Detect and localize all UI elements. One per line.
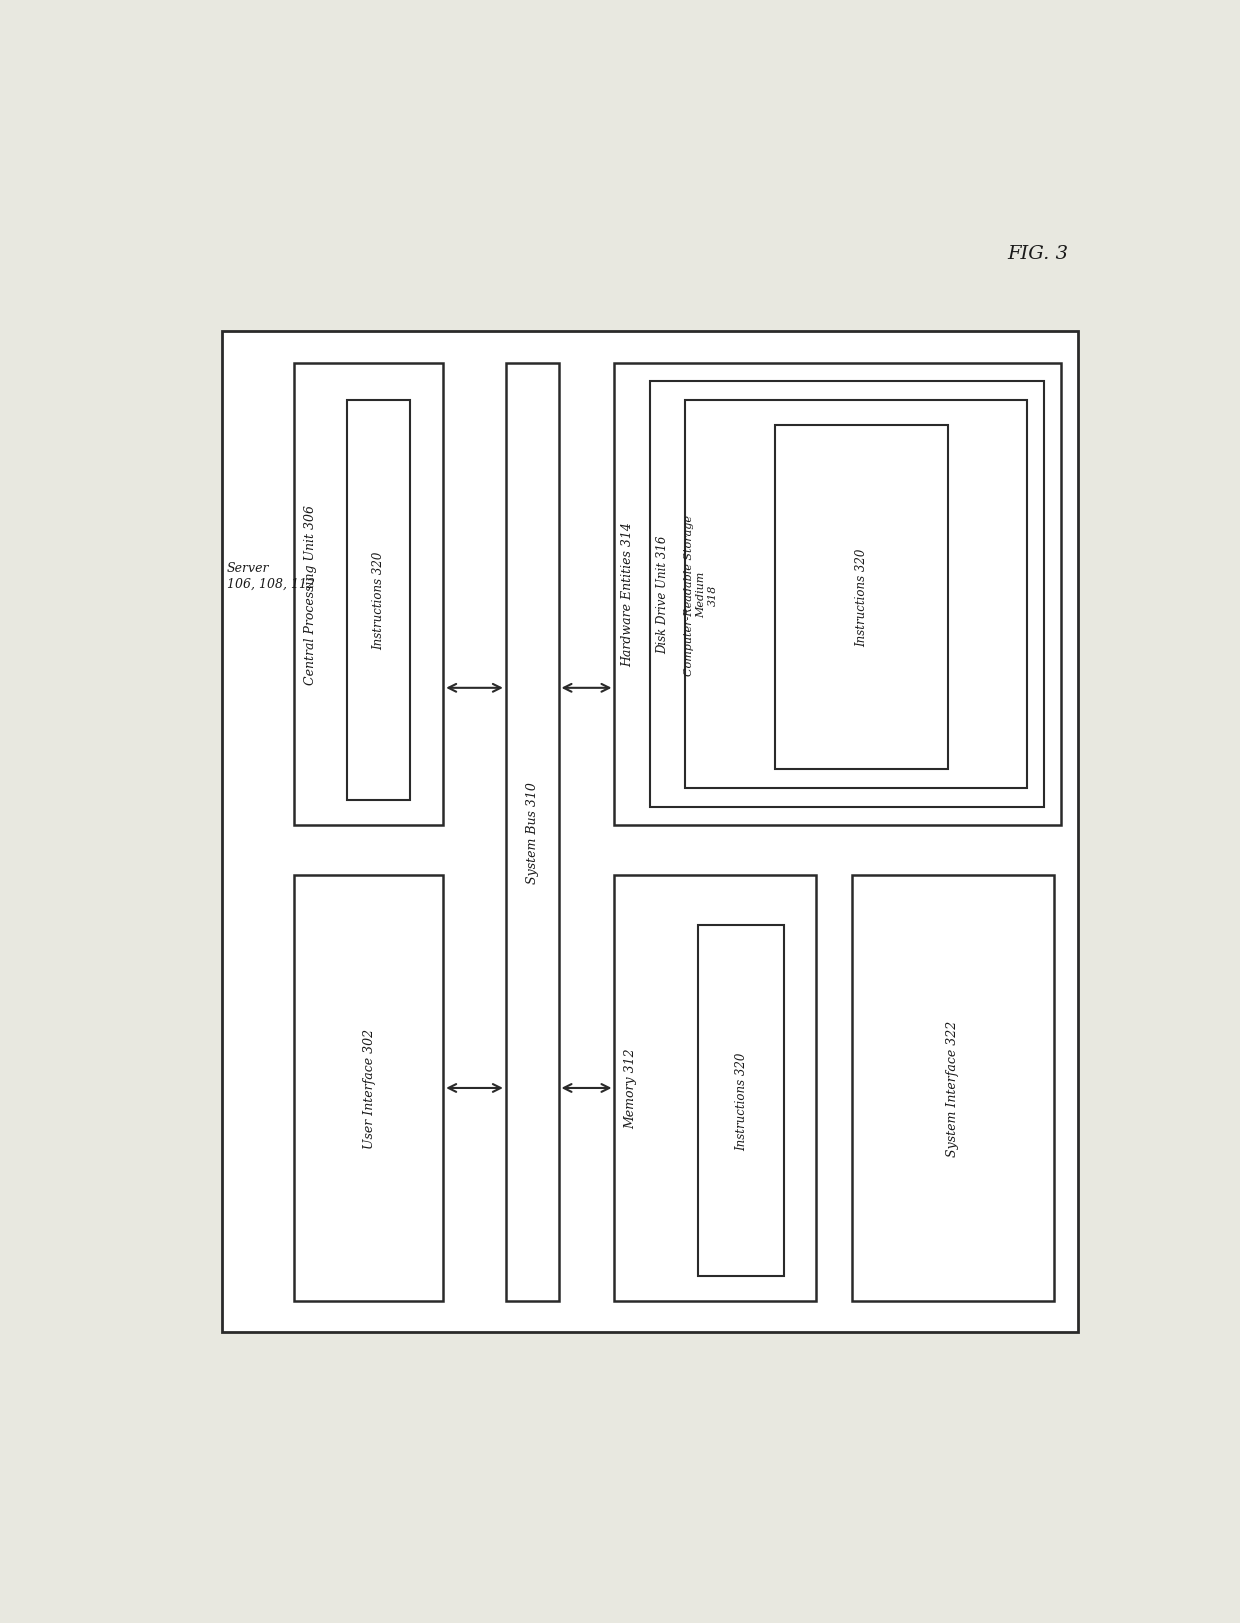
Bar — [506, 364, 558, 1300]
Text: Memory 312: Memory 312 — [624, 1048, 637, 1128]
Text: Instructions 320: Instructions 320 — [735, 1052, 748, 1151]
Bar — [686, 401, 1027, 789]
Bar — [294, 876, 444, 1300]
Text: Central Processing Unit 306: Central Processing Unit 306 — [304, 505, 317, 685]
Bar — [294, 364, 444, 826]
Bar — [614, 876, 816, 1300]
Text: Disk Drive Unit 316: Disk Drive Unit 316 — [656, 536, 668, 654]
Bar — [614, 364, 1061, 826]
Text: Computer-Readable Storage
Medium
318: Computer-Readable Storage Medium 318 — [684, 514, 718, 675]
Text: FIG. 3: FIG. 3 — [1007, 245, 1068, 263]
Bar — [347, 401, 409, 800]
Text: System Interface 322: System Interface 322 — [946, 1021, 959, 1156]
Text: Instructions 320: Instructions 320 — [854, 549, 868, 646]
Bar — [222, 333, 1078, 1332]
Bar — [852, 876, 1054, 1300]
Bar — [650, 381, 1044, 807]
Bar — [775, 425, 947, 769]
Text: Hardware Entities 314: Hardware Entities 314 — [621, 523, 635, 667]
Text: Instructions 320: Instructions 320 — [372, 552, 386, 651]
Text: Server
106, 108, 112: Server 106, 108, 112 — [227, 562, 315, 589]
Bar — [698, 925, 785, 1276]
Text: User Interface 302: User Interface 302 — [363, 1029, 376, 1149]
Text: System Bus 310: System Bus 310 — [526, 781, 539, 883]
